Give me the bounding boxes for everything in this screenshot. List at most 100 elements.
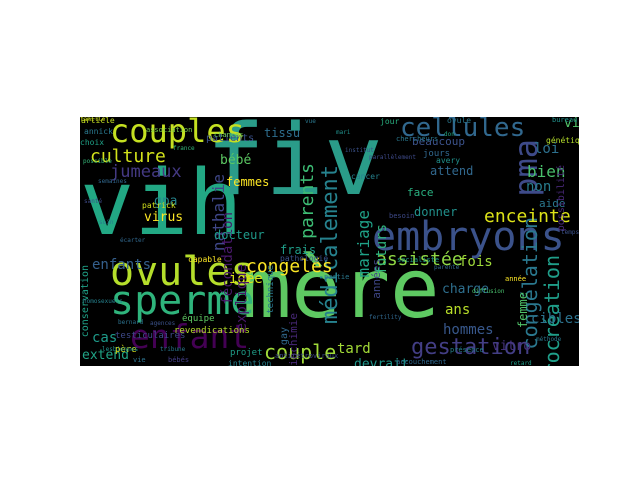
- word-ovule: ovule: [447, 117, 472, 125]
- word-pere: père: [115, 345, 137, 355]
- word-tribune: tribune: [160, 346, 186, 353]
- word-choix: choix: [80, 138, 105, 147]
- word-equipe: équipe: [182, 314, 215, 324]
- word-culture: culture: [90, 146, 166, 167]
- word-fecondation: fécondation: [220, 212, 236, 305]
- word-non: non: [526, 179, 552, 195]
- word-couples: couples: [110, 117, 245, 150]
- word-intention: intention: [228, 359, 272, 367]
- word-gay: gay: [279, 327, 290, 346]
- word-extend: extend: [82, 348, 129, 363]
- word-parente: parenté: [434, 264, 460, 271]
- word-ecarter: écarter: [120, 237, 146, 244]
- word-article: article: [81, 117, 115, 125]
- word-embryons: embryons: [372, 214, 565, 260]
- word-cancer: cancer: [351, 172, 380, 181]
- word-congeles: congelés: [246, 256, 333, 277]
- word-docteur: docteur: [214, 228, 265, 242]
- word-temps: temps: [561, 229, 579, 236]
- word-virus: virus: [144, 210, 184, 225]
- word-bebe: bébé: [220, 153, 252, 168]
- word-antiretroviraux: antirétroviraux: [275, 352, 339, 360]
- word-annick: annick: [84, 127, 113, 136]
- word-gpa: gpa: [154, 194, 178, 209]
- word-sante: santé: [84, 198, 103, 205]
- word-chances: chances: [214, 131, 244, 139]
- word-fois: fois: [459, 254, 493, 270]
- word-femmes: femmes: [226, 175, 270, 189]
- word-mere: mère: [242, 242, 440, 337]
- word-jour: jour: [380, 117, 400, 126]
- word-avery: avery: [436, 156, 461, 165]
- word-vue: vue: [305, 118, 316, 125]
- word-femme: femme: [516, 292, 530, 329]
- word-face: face: [407, 186, 434, 199]
- word-jumeaux: jumeaux: [110, 162, 182, 182]
- word-homosexuels: homosexuels: [83, 298, 123, 305]
- word-revendications: revendications: [174, 326, 250, 336]
- word-charge: charge: [442, 282, 489, 297]
- word-idee: idée: [229, 271, 263, 287]
- word-possible: possible: [83, 158, 112, 165]
- word-soin: soin: [99, 219, 114, 226]
- word-fiv: fiv: [206, 117, 384, 218]
- word-don: don: [444, 131, 455, 138]
- word-devrait: devrait: [354, 357, 409, 366]
- word-viral: viral: [564, 117, 579, 131]
- word-aide: aide: [539, 197, 566, 210]
- word-hommes: hommes: [443, 322, 494, 338]
- word-congelation: congélation: [518, 217, 542, 350]
- word-sperme: sperme: [110, 278, 255, 324]
- word-chercheurs: chercheurs: [396, 135, 439, 143]
- word-assistee: assistée: [376, 249, 463, 270]
- word-partie: partie: [324, 273, 350, 281]
- word-accouchement: accouchement: [396, 358, 447, 366]
- word-loi: loi: [534, 141, 560, 157]
- word-methode: méthode: [536, 336, 562, 343]
- word-cibles: cibles: [531, 311, 579, 327]
- word-donner: donner: [414, 205, 458, 219]
- word-association: association: [146, 126, 193, 134]
- word-technique: technique: [266, 265, 276, 314]
- word-genetique: génétique: [546, 136, 579, 145]
- word-pathologie: pathologie: [280, 254, 329, 263]
- word-vie: vie: [133, 356, 146, 364]
- word-socialiste: socialiste: [397, 256, 440, 264]
- word-couple: couple: [264, 340, 337, 364]
- word-institut: institut: [345, 147, 374, 154]
- word-enfant: enfant: [130, 317, 250, 356]
- word-gestation: gestation: [411, 335, 531, 360]
- word-attend: attend: [430, 164, 474, 178]
- word-semaines: semaines: [98, 178, 127, 185]
- word-france: france: [173, 145, 195, 152]
- word-testiculaires: testiculaires: [115, 331, 186, 341]
- word-medicalement: médicalement: [318, 165, 343, 324]
- word-vih: vih: [80, 151, 243, 256]
- word-patrick: patrick: [142, 201, 176, 210]
- word-parents: parents: [297, 163, 318, 239]
- word-cellules: cellules: [400, 117, 526, 143]
- word-capable: capable: [188, 255, 222, 264]
- word-besoin: besoin: [389, 212, 415, 220]
- word-enfants: enfants: [92, 257, 152, 273]
- word-famille: famille: [80, 117, 106, 123]
- word-fertility: fertility: [369, 314, 402, 321]
- word-bureau: bureau: [552, 117, 578, 124]
- word-bebes: bébés: [168, 356, 190, 364]
- word-bien: bien: [527, 162, 566, 181]
- word-cas: cas: [92, 330, 118, 346]
- word-ans: ans: [445, 302, 471, 318]
- word-explique: explique: [234, 264, 250, 332]
- word-beaucoup: beaucoup: [412, 135, 465, 148]
- word-agences: agences: [150, 320, 176, 327]
- word-possibilite: possibilité: [556, 165, 567, 232]
- word-retard: retard: [510, 360, 532, 367]
- word-diffusion: diffusion: [472, 288, 505, 295]
- word-enceinte: enceinte: [484, 206, 571, 227]
- word-ovules: ovules: [110, 249, 255, 295]
- word-frais: frais: [280, 243, 317, 257]
- word-projet: projet: [230, 348, 263, 358]
- word-futurs: futurs: [374, 224, 390, 275]
- word-lesbiennes: lesbiennes: [102, 346, 139, 353]
- word-tissu: tissu: [264, 126, 301, 140]
